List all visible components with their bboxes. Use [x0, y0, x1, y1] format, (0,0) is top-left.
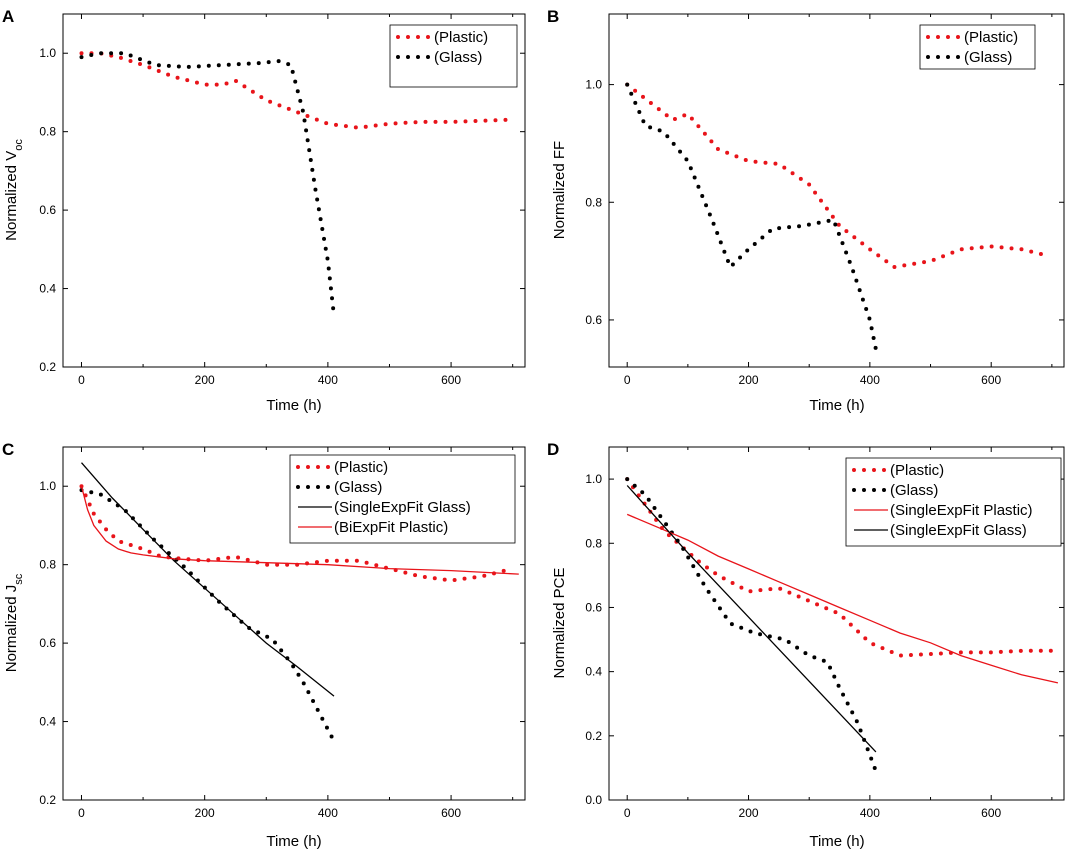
y-tick-label: 0.2 [39, 360, 56, 374]
series-line-c-2 [81, 462, 335, 697]
series-line-b-0 [625, 82, 1048, 270]
series-line-b-1 [625, 82, 878, 352]
y-tick-label: 1.0 [39, 479, 56, 493]
y-tick-label: 0.6 [585, 313, 602, 327]
y-tick-label: 0.6 [585, 600, 602, 614]
x-tick-label: 0 [624, 373, 631, 387]
panel-letter-a: A [2, 7, 14, 26]
y-tick-label: 0.6 [39, 203, 56, 217]
x-tick-label: 400 [318, 373, 338, 387]
plot-frame-b [608, 13, 1065, 368]
x-tick-label: 600 [981, 806, 1001, 820]
y-tick-label: 0.2 [585, 729, 602, 743]
y-axis-label: Normalized PCE [551, 568, 568, 679]
x-tick-label: 200 [195, 806, 215, 820]
y-axis-label: Normalized Voc [3, 139, 25, 241]
y-axis-label-subscript: oc [13, 139, 25, 151]
y-tick-label: 0.8 [585, 195, 602, 209]
series-line-a-1 [79, 51, 336, 318]
series-line-d-2 [626, 513, 1059, 684]
y-axis-label-subscript: sc [13, 573, 25, 585]
x-axis-label: Time (h) [809, 833, 864, 850]
legend-entry: (Glass) [890, 482, 938, 499]
panel-b: B 0 200 400 600 0.6 0.8 1.0 Time (h) Normalized F… [547, 7, 1065, 414]
plot-frame-c [62, 446, 526, 801]
y-axis-label: Normalized Jsc [3, 573, 25, 672]
y-tick-label: 0.8 [39, 558, 56, 572]
legend-entry: (Plastic) [890, 462, 944, 479]
legend-entry: (SingleExpFit Glass) [334, 499, 471, 516]
x-tick-label: 200 [739, 806, 759, 820]
legend-entry: (SingleExpFit Glass) [890, 522, 1027, 539]
y-tick-label: 0.0 [585, 793, 602, 807]
y-tick-label: 0.6 [39, 636, 56, 650]
legend-entry: (Plastic) [334, 459, 388, 476]
y-tick-label: 0.4 [39, 282, 56, 296]
panel-d: D 0 200 400 600 0.0 0.2 0.4 0.6 0.8 1.0 Time (h) Nor… [547, 440, 1065, 850]
legend-entry: (Glass) [434, 49, 482, 66]
series-line-c-0 [79, 484, 515, 583]
y-tick-label: 0.8 [39, 125, 56, 139]
y-tick-label: 1.0 [39, 46, 56, 60]
legend-entry: (BiExpFit Plastic) [334, 519, 448, 536]
panel-c: C 0 200 400 600 0.2 0.4 0.6 0.8 1.0 Time (h) Normal… [2, 440, 526, 850]
legend-b [919, 24, 1036, 70]
x-tick-label: 600 [441, 806, 461, 820]
x-tick-label: 0 [78, 806, 85, 820]
y-axis-label: Normalized FF [551, 141, 568, 239]
panel-letter-b: B [547, 7, 559, 26]
y-tick-label: 1.0 [585, 472, 602, 486]
x-tick-label: 0 [624, 806, 631, 820]
x-axis-label: Time (h) [266, 833, 321, 850]
series-line-d-1 [625, 477, 878, 774]
y-tick-label: 0.8 [585, 536, 602, 550]
x-tick-label: 200 [195, 373, 215, 387]
series-line-c-3 [80, 486, 519, 575]
plot-frame-a [62, 13, 526, 368]
legend-entry: (SingleExpFit Plastic) [890, 502, 1033, 519]
panel-a: A 0 200 400 600 0.2 0.4 0.6 0.8 1.0 Time (h) Normal… [2, 7, 526, 414]
x-tick-label: 600 [981, 373, 1001, 387]
x-tick-label: 600 [441, 373, 461, 387]
legend-entry: (Glass) [334, 479, 382, 496]
legend-c [289, 454, 516, 544]
plot-frame-d [608, 446, 1065, 801]
y-tick-label: 1.0 [585, 78, 602, 92]
x-tick-label: 400 [860, 806, 880, 820]
y-tick-label: 0.2 [39, 793, 56, 807]
x-tick-label: 400 [318, 806, 338, 820]
legend-entry: (Plastic) [964, 29, 1018, 46]
legend-a [389, 24, 518, 88]
x-tick-label: 200 [739, 373, 759, 387]
x-axis-label: Time (h) [809, 397, 864, 414]
x-tick-label: 400 [860, 373, 880, 387]
x-axis-label: Time (h) [266, 397, 321, 414]
legend-entry: (Plastic) [434, 29, 488, 46]
series-line-d-3 [626, 485, 877, 753]
panel-letter-d: D [547, 440, 559, 459]
legend-entry: (Glass) [964, 49, 1012, 66]
y-tick-label: 0.4 [39, 715, 56, 729]
legend-d [845, 457, 1062, 547]
x-tick-label: 0 [78, 373, 85, 387]
panel-letter-c: C [2, 440, 14, 459]
y-tick-label: 0.4 [585, 665, 602, 679]
